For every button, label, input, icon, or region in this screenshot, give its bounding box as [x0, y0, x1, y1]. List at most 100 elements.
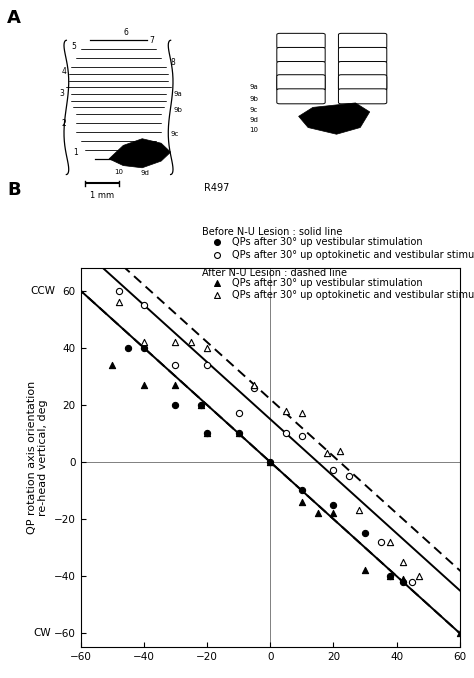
Text: CCW: CCW	[30, 285, 55, 296]
Text: 2: 2	[62, 119, 66, 127]
Point	[346, 471, 353, 481]
Text: 9b: 9b	[173, 106, 182, 113]
Point	[361, 565, 369, 576]
FancyBboxPatch shape	[338, 89, 387, 104]
Point	[124, 342, 132, 353]
Point	[203, 428, 211, 439]
Text: QPs after 30° up vestibular stimulation: QPs after 30° up vestibular stimulation	[232, 237, 423, 247]
Text: 9c: 9c	[171, 132, 179, 137]
Point	[456, 628, 464, 639]
Text: QPs after 30° up vestibular stimulation: QPs after 30° up vestibular stimulation	[232, 278, 423, 288]
Point	[140, 380, 147, 391]
Point	[415, 571, 422, 582]
Point	[172, 380, 179, 391]
Point	[172, 359, 179, 370]
Y-axis label: QP rotation axis orientation
re-head vertical, deg: QP rotation axis orientation re-head ver…	[27, 381, 48, 534]
Text: 1 mm: 1 mm	[90, 191, 114, 200]
Text: A: A	[7, 9, 21, 27]
Point	[140, 342, 147, 353]
Text: 8: 8	[171, 58, 175, 67]
Point	[323, 448, 331, 459]
FancyBboxPatch shape	[277, 47, 325, 62]
Point	[377, 536, 384, 547]
Point	[251, 382, 258, 393]
Point	[361, 528, 369, 539]
Point	[355, 505, 363, 516]
Point	[213, 290, 221, 300]
Text: B: B	[7, 181, 21, 199]
FancyBboxPatch shape	[277, 89, 325, 104]
Point	[298, 485, 306, 496]
FancyBboxPatch shape	[277, 62, 325, 77]
Point	[197, 399, 204, 410]
Point	[399, 574, 407, 584]
Text: 5: 5	[71, 43, 76, 52]
Point	[298, 431, 306, 441]
Point	[329, 499, 337, 510]
Point	[213, 237, 221, 247]
Text: 1: 1	[73, 148, 78, 157]
Point	[329, 465, 337, 476]
Polygon shape	[299, 103, 370, 134]
Point	[203, 359, 211, 370]
Point	[203, 342, 211, 353]
Text: 9a: 9a	[173, 91, 182, 97]
Point	[140, 300, 147, 311]
Text: 9a: 9a	[250, 84, 258, 90]
Point	[336, 445, 344, 456]
Point	[235, 428, 242, 439]
Text: 9d: 9d	[249, 117, 258, 123]
Point	[235, 428, 242, 439]
Point	[386, 571, 394, 582]
FancyBboxPatch shape	[338, 33, 387, 48]
Point	[399, 576, 407, 587]
Text: 4: 4	[62, 67, 66, 76]
Text: 9b: 9b	[249, 96, 258, 102]
Point	[203, 428, 211, 439]
Point	[115, 285, 122, 296]
Point	[386, 536, 394, 547]
Point	[109, 359, 116, 370]
Text: 7: 7	[149, 36, 154, 45]
Text: After N-U Lesion : dashed line: After N-U Lesion : dashed line	[202, 268, 347, 278]
Point	[298, 496, 306, 507]
Text: 10: 10	[114, 169, 123, 175]
Point	[172, 399, 179, 410]
Polygon shape	[109, 139, 171, 167]
FancyBboxPatch shape	[277, 75, 325, 89]
Text: QPs after 30° up optokinetic and vestibular stimulation: QPs after 30° up optokinetic and vestibu…	[232, 250, 474, 260]
Text: 3: 3	[59, 89, 64, 98]
FancyBboxPatch shape	[277, 76, 325, 91]
Point	[386, 571, 394, 582]
Text: 9d: 9d	[140, 170, 149, 176]
Text: R497: R497	[204, 184, 229, 193]
Text: CW: CW	[34, 629, 52, 638]
Point	[115, 297, 122, 308]
Point	[329, 508, 337, 519]
Point	[298, 408, 306, 419]
FancyBboxPatch shape	[338, 76, 387, 91]
Text: 10: 10	[249, 127, 258, 133]
FancyBboxPatch shape	[338, 75, 387, 89]
Point	[213, 250, 221, 260]
Text: QPs after 30° up optokinetic and vestibular stimulation: QPs after 30° up optokinetic and vestibu…	[232, 290, 474, 300]
Point	[187, 336, 195, 347]
Point	[314, 508, 321, 519]
Point	[197, 399, 204, 410]
Point	[409, 576, 416, 587]
Text: 9c: 9c	[250, 106, 258, 113]
Point	[266, 456, 274, 467]
Point	[266, 456, 274, 467]
Point	[399, 557, 407, 567]
Point	[172, 336, 179, 347]
Text: Before N-U Lesion : solid line: Before N-U Lesion : solid line	[202, 227, 342, 237]
FancyBboxPatch shape	[338, 62, 387, 77]
Text: 6: 6	[123, 28, 128, 37]
Point	[282, 428, 290, 439]
Point	[282, 405, 290, 416]
Point	[235, 408, 242, 419]
FancyBboxPatch shape	[277, 33, 325, 48]
FancyBboxPatch shape	[338, 47, 387, 62]
Point	[213, 277, 221, 288]
Point	[140, 336, 147, 347]
